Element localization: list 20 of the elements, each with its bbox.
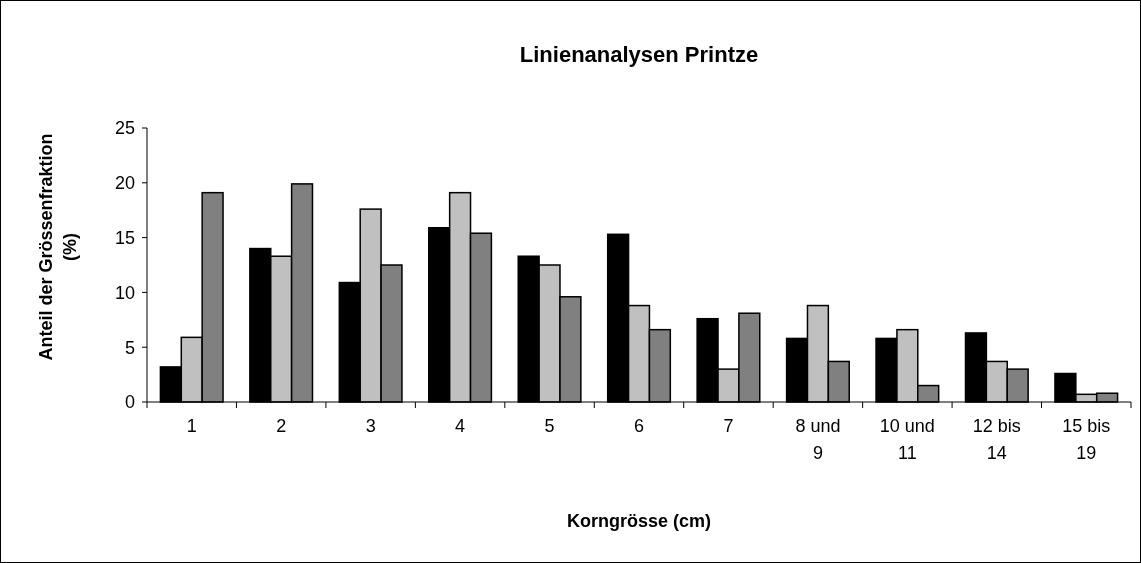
y-tick-label: 25 (114, 118, 135, 139)
x-tick-label: 5 (544, 416, 555, 436)
x-tick-label: 8 und 9 (795, 416, 841, 463)
chart-title: Linienanalysen Printze (519, 42, 759, 67)
y-tick-label: 20 (114, 173, 135, 194)
y-tick-label: 5 (124, 337, 135, 358)
x-tick-label: 1 (186, 416, 197, 436)
y-axis-title: Anteil der Grössenfraktion (%) (36, 133, 80, 361)
x-tick-label: 2 (276, 416, 287, 436)
x-tick-label: 4 (455, 416, 466, 436)
x-tick-label: 12 bis 14 (972, 416, 1021, 463)
x-tick-label: 7 (723, 416, 734, 436)
y-tick-label: 0 (124, 392, 135, 413)
y-tick-label: 10 (114, 282, 135, 303)
y-tick-label: 15 (114, 227, 135, 248)
x-tick-label: 10 und 11 (879, 416, 935, 463)
x-axis-title: Korngrösse (cm) (566, 511, 712, 531)
x-tick-label: 3 (365, 416, 376, 436)
x-tick-label: 15 bis 19 (1062, 416, 1111, 463)
x-tick-label: 6 (633, 416, 645, 436)
